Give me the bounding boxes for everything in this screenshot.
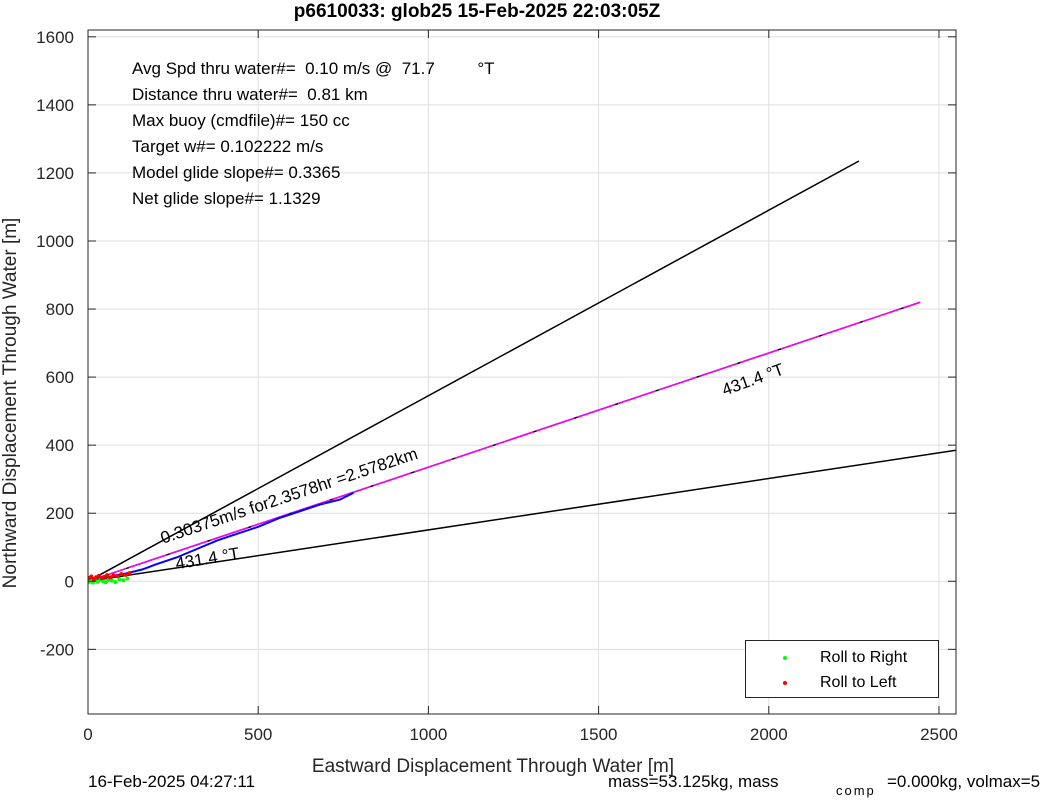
roll-left-point [127,571,132,576]
footer-date: 16-Feb-2025 04:27:11 [88,772,255,791]
legend-label: Roll to Right [820,649,908,666]
roll-left-point [108,575,113,580]
chart-title: p6610033: glob25 15-Feb-2025 22:03:05Z [294,1,661,22]
reference-line [88,160,860,582]
x-tick-label: 2000 [750,725,788,744]
roll-right-point [121,578,126,583]
reference-line [88,301,921,582]
y-tick-label: 1200 [36,164,74,183]
x-tick-label: 2500 [920,725,958,744]
roll-left-point [115,574,120,579]
max-buoy-text: Max buoy (cmdfile)#= 150 cc [132,111,350,130]
x-tick-label: 1000 [409,725,447,744]
axes-layer: 0 500 1000 1500 2000 2500 -200 0 200 400 600 800 100… [36,28,958,744]
roll-right-point [113,579,118,584]
y-tick-label: 200 [46,504,74,523]
model-glide-text: Model glide slope#= 0.3365 [132,163,341,182]
roll-right-point [103,580,108,585]
roll-left-point [119,572,124,577]
roll-right-point [95,579,100,584]
data-group [88,160,956,585]
x-tick-label: 0 [83,725,92,744]
roll-right-point [117,577,122,582]
x-axis-label: Eastward Displacement Through Water [m] [312,756,674,777]
legend-label: Roll to Left [820,674,897,691]
y-tick-label: 1000 [36,232,74,251]
avg-speed-text: Avg Spd thru water#= 0.10 m/s @ 71.7 °T [132,59,495,78]
axes-box [87,29,957,715]
footer-mass: mass=53.125kg, mass [608,772,779,791]
green-dot-icon [783,656,787,660]
roll-left-point [123,572,128,577]
roll-left-point [96,573,101,578]
chart-legend: Roll to Right Roll to Left [745,640,939,698]
line-annotation: 0.30375m/s for2.3578hr =2.5782km [158,444,420,548]
red-dot-icon [783,681,787,685]
y-tick-label: 1400 [36,96,74,115]
legend-item-roll-right: Roll to Right [746,645,938,671]
net-glide-text: Net glide slope#= 1.1329 [132,189,321,208]
y-tick-label: 800 [46,300,74,319]
y-tick-label: 0 [65,572,74,591]
roll-left-point [111,573,116,578]
roll-right-point [109,578,114,583]
x-tick-label: 500 [244,725,272,744]
y-axis-label: Northward Displacement Through Water [m] [0,218,21,589]
y-tick-label: 400 [46,436,74,455]
x-tick-label: 1500 [580,725,618,744]
target-w-text: Target w#= 0.102222 m/s [132,137,324,156]
footer-comp-values: =0.000kg, volmax=5 [887,772,1041,791]
distance-text: Distance thru water#= 0.81 km [132,85,368,104]
reference-line [88,449,956,583]
y-tick-label: 600 [46,368,74,387]
y-tick-label: -200 [40,640,74,659]
roll-left-point [105,573,110,578]
legend-item-roll-left: Roll to Left [746,670,938,696]
stats-box: Avg Spd thru water#= 0.10 m/s @ 71.7 °T … [132,56,495,212]
footer-comp-subscript: comp [836,783,876,798]
y-tick-label: 1600 [36,28,74,47]
roll-right-point [125,576,130,581]
grid-layer [87,30,956,714]
roll-left-point [89,574,94,579]
